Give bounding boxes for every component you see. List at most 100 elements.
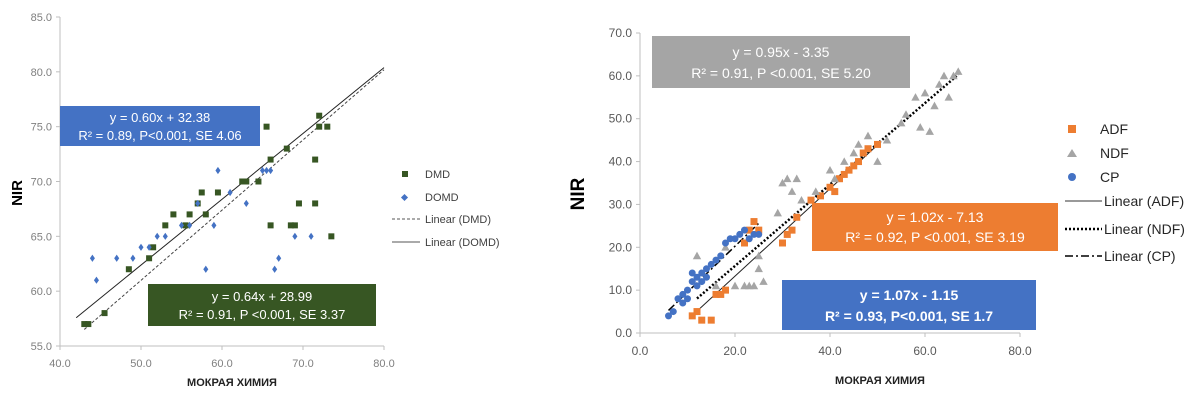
point-cp: [703, 265, 710, 273]
point-domd: [138, 243, 144, 251]
legend-label-linear-cp: Linear (CP): [1104, 248, 1176, 264]
point-dmd: [283, 145, 290, 152]
equation-domd-line2: R² = 0.89, P<0.001, SE 4.06: [78, 128, 241, 143]
equation-cp-line1: y = 1.07x - 1.15: [860, 287, 959, 303]
point-cp: [679, 290, 687, 298]
equation-ndf-line1: y = 0.95x - 3.35: [733, 44, 830, 60]
x-tick-label: 0.0: [632, 344, 649, 358]
point-adf: [831, 188, 839, 196]
point-cp: [717, 252, 725, 260]
x-tick-label: 80.0: [373, 358, 394, 370]
point-dmd: [328, 233, 335, 240]
equation-dmd-line1: y = 0.64x + 28.99: [212, 289, 312, 304]
point-ndf: [721, 243, 730, 251]
point-domd: [130, 254, 136, 262]
point-dmd: [295, 200, 302, 207]
point-adf: [817, 192, 824, 200]
chart-left-panel: 40.0 50.0 60.0 70.0 80.0 55.0 60.0 65.0 70.0 75.0…: [0, 0, 560, 401]
legend-label-cp: CP: [1100, 169, 1119, 185]
point-adf: [688, 312, 696, 320]
point-adf: [750, 218, 758, 226]
y-tick-label: 70.0: [609, 26, 633, 40]
point-ndf: [792, 174, 801, 183]
legend: ADF NDF CP Linear (ADF) Linear (NDF) Lin…: [1065, 121, 1185, 264]
point-ndf: [797, 195, 806, 204]
point-ndf: [754, 251, 763, 260]
point-domd: [227, 188, 233, 197]
y-tick-label: 10.0: [609, 283, 633, 297]
point-dmd: [312, 156, 319, 163]
point-cp: [684, 295, 691, 303]
point-dmd: [162, 222, 169, 229]
x-tick-label: 40.0: [49, 358, 70, 370]
point-ndf: [882, 135, 892, 144]
point-adf: [864, 145, 872, 153]
point-dmd: [170, 211, 177, 218]
point-ndf: [830, 174, 839, 183]
point-domd: [187, 221, 193, 229]
point-cp: [688, 269, 696, 277]
y-tick-label: 70.0: [31, 177, 52, 189]
point-cp: [698, 269, 706, 277]
point-cp: [722, 239, 729, 247]
x-tick-label: 40.0: [818, 344, 842, 358]
trendline-linear-dmd: [83, 69, 385, 330]
point-ndf: [925, 127, 934, 135]
point-dmd: [146, 255, 153, 262]
x-tick-label: 50.0: [130, 358, 151, 370]
point-ndf: [811, 187, 820, 195]
point-adf: [779, 239, 786, 247]
equation-dmd-line2: R² = 0.91, P <0.001, SE 3.37: [179, 307, 346, 322]
point-ndf: [840, 157, 849, 165]
point-cp: [703, 273, 710, 281]
point-cp: [688, 278, 696, 286]
point-cp: [745, 235, 753, 243]
legend-label-linear-dmd: Linear (DMD): [425, 214, 491, 226]
point-dmd: [125, 266, 132, 273]
point-cp: [693, 282, 701, 290]
plot-area: 40.0 50.0 60.0 70.0 80.0 55.0 60.0 65.0 70.0 75.0…: [31, 12, 395, 370]
point-cp: [698, 278, 706, 286]
point-cp: [674, 295, 682, 303]
point-ndf: [754, 264, 763, 273]
y-tick-label: 80.0: [31, 67, 52, 79]
point-ndf: [692, 251, 702, 260]
x-tick-label: 60.0: [211, 358, 232, 370]
point-adf: [783, 230, 791, 238]
point-cp: [712, 256, 720, 264]
point-cp: [741, 226, 748, 234]
legend-marker-domd: [400, 193, 409, 202]
point-adf: [850, 162, 858, 170]
point-cp: [707, 260, 715, 268]
point-ndf: [954, 67, 963, 75]
point-ndf: [901, 110, 911, 118]
point-dmd: [186, 211, 193, 218]
point-dmd: [202, 211, 209, 218]
y-axis-label: NIR: [568, 177, 589, 210]
y-tick-label: 50.0: [609, 112, 633, 126]
point-adf: [836, 175, 843, 183]
point-ndf: [911, 93, 920, 101]
point-adf: [741, 239, 748, 247]
point-adf: [717, 290, 725, 298]
point-adf: [826, 183, 834, 191]
equation-ndf-line2: R² = 0.91, P <0.001, SE 5.20: [691, 65, 871, 81]
point-adf: [793, 213, 801, 221]
point-ndf: [825, 165, 835, 174]
point-adf: [755, 226, 763, 234]
legend-label-linear-adf: Linear (ADF): [1104, 193, 1184, 209]
x-axis-label: МОКРАЯ ХИМИЯ: [187, 377, 277, 389]
y-tick-label: 65.0: [31, 231, 52, 243]
point-cp: [693, 273, 701, 281]
chart-right: 0.0 20.0 40.0 60.0 80.0 0.0 10.0 20.0 30.0 40.0 50…: [568, 26, 1185, 387]
point-ndf: [773, 208, 782, 217]
point-cp: [665, 312, 672, 320]
point-adf: [712, 290, 720, 298]
point-dmd: [243, 178, 250, 185]
point-dmd: [214, 189, 221, 196]
equation-domd-line1: y = 0.60x + 32.38: [110, 110, 210, 125]
point-dmd: [291, 222, 298, 229]
point-adf: [707, 316, 715, 324]
chart-right-panel: 0.0 20.0 40.0 60.0 80.0 0.0 10.0 20.0 30.0 40.0 50…: [560, 0, 1200, 401]
point-ndf: [930, 101, 939, 110]
